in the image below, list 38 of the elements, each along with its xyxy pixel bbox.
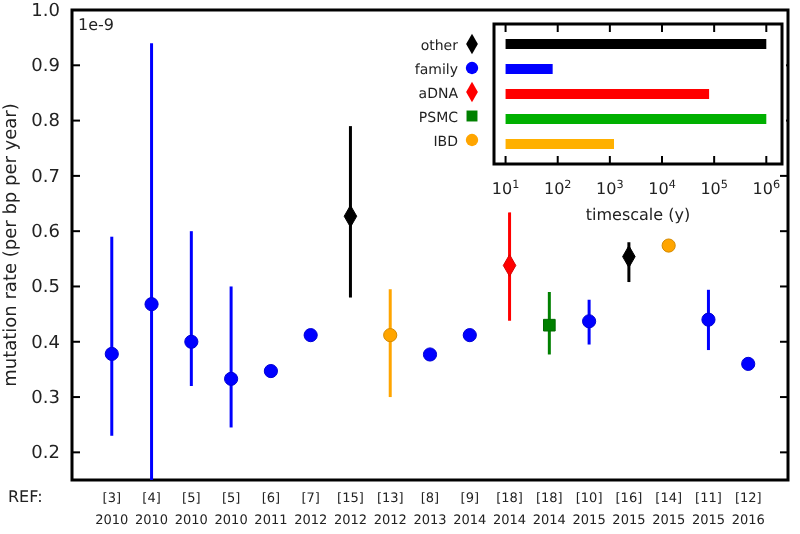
y-tick-label: 0.3 — [31, 388, 60, 409]
x-tick-label: 10$^{1}$ — [491, 178, 521, 198]
x-tick-label: 10$^{2}$ — [543, 178, 572, 198]
point — [701, 312, 716, 327]
x-tick-label: 10$^{6}$ — [752, 178, 781, 198]
bar — [505, 39, 767, 49]
x-tick-label: 10$^{4}$ — [648, 178, 677, 198]
point — [543, 318, 556, 332]
point — [263, 364, 278, 379]
point — [582, 314, 597, 329]
y-tick-label: 0.2 — [31, 444, 60, 465]
point — [661, 238, 676, 253]
annotation: 1e-9 — [78, 16, 114, 34]
point — [144, 297, 159, 312]
point — [422, 347, 438, 362]
point — [104, 346, 119, 361]
point — [303, 328, 318, 343]
y-tick-label: 0.8 — [31, 112, 61, 133]
y-tick-label: 0.6 — [31, 222, 61, 243]
y-tick-label: 0.7 — [31, 167, 60, 188]
x-tick-label: 10$^{3}$ — [596, 178, 625, 198]
y-axis-title: mutation rate (per bp per year) — [2, 103, 22, 387]
bar — [505, 139, 614, 149]
y-tick-label: 0.4 — [31, 333, 61, 354]
point — [383, 328, 398, 343]
point — [462, 328, 477, 343]
y-tick-label: 0.5 — [31, 278, 60, 299]
point — [741, 356, 756, 371]
x-tick-label: 10$^{5}$ — [700, 178, 729, 198]
bar — [505, 114, 767, 124]
point — [184, 334, 199, 349]
text: REF: — [8, 488, 43, 506]
y-tick-label: 1.0 — [31, 1, 61, 22]
bar — [505, 89, 710, 99]
point — [224, 371, 239, 386]
x-axis-title: timescale (y) — [585, 206, 691, 224]
y-tick-label: 0.9 — [31, 57, 61, 78]
bar — [505, 64, 553, 74]
